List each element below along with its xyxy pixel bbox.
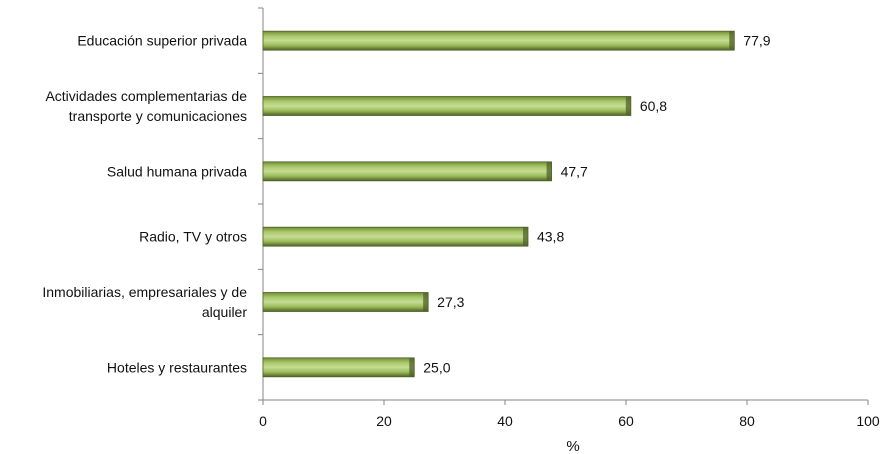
bar-end-cap xyxy=(423,292,429,312)
x-tick-label: 60 xyxy=(618,413,634,429)
bar-end-cap xyxy=(625,96,631,116)
value-label: 43,8 xyxy=(537,229,564,245)
category-label: Radio, TV y otros xyxy=(139,229,247,245)
category-label-line: Salud humana privada xyxy=(107,163,247,179)
category-label-line: Hoteles y restaurantes xyxy=(107,359,247,375)
x-tick-label: 80 xyxy=(739,413,755,429)
x-tick-label: 20 xyxy=(376,413,392,429)
value-label: 60,8 xyxy=(640,98,667,114)
category-label: Salud humana privada xyxy=(107,163,247,179)
value-label: 27,3 xyxy=(437,294,464,310)
category-labels: Educación superior privada Actividades co… xyxy=(42,33,247,376)
category-label: Actividades complementarias de transporte… xyxy=(45,88,247,124)
x-tick-label: 40 xyxy=(497,413,513,429)
bar xyxy=(262,357,415,378)
category-label-line: Educación superior privada xyxy=(77,33,247,49)
value-label: 47,7 xyxy=(561,163,588,179)
category-label-line: Radio, TV y otros xyxy=(139,229,247,245)
category-label-line: Actividades complementarias de xyxy=(45,88,247,104)
bars xyxy=(262,30,735,378)
value-label: 77,9 xyxy=(743,33,770,49)
bar xyxy=(262,161,552,182)
bar-end-cap xyxy=(409,357,415,377)
category-label-line: alquiler xyxy=(202,304,247,320)
category-label: Hoteles y restaurantes xyxy=(107,359,247,375)
bar xyxy=(262,30,735,51)
bar xyxy=(262,292,429,312)
value-label: 25,0 xyxy=(423,359,450,375)
x-tick-label: 0 xyxy=(259,413,267,429)
x-axis-title: % xyxy=(566,438,579,454)
bar-end-cap xyxy=(522,227,528,247)
value-labels: 77,9 60,8 47,7 43,8 27,3 25,0 xyxy=(423,33,771,376)
category-label-line: transporte y comunicaciones xyxy=(69,108,247,124)
category-label: Inmobiliarias, empresariales y de alquile… xyxy=(42,284,247,320)
category-label-line: Inmobiliarias, empresariales y de xyxy=(42,284,247,300)
bar-end-cap xyxy=(546,161,552,181)
x-tick-label: 100 xyxy=(856,413,880,429)
bar xyxy=(262,96,632,116)
x-tick-labels: 0 20 40 60 80 100 xyxy=(259,413,880,429)
category-label: Educación superior privada xyxy=(77,33,247,49)
bar xyxy=(262,226,529,247)
axes xyxy=(258,7,869,405)
bar-end-cap xyxy=(729,31,735,51)
